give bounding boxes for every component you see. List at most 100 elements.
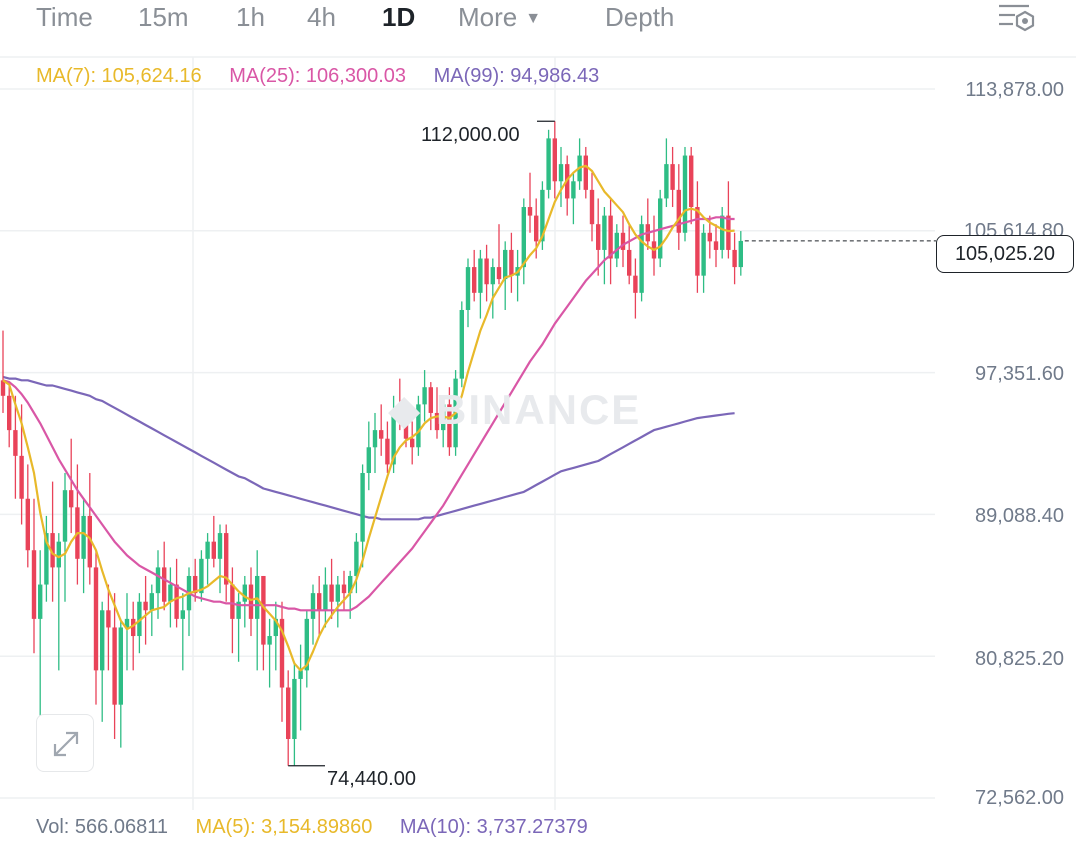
tab-1h[interactable]: 1h — [236, 2, 265, 32]
candle — [199, 558, 204, 594]
tab-4h[interactable]: 4h — [307, 2, 336, 32]
candle — [713, 241, 719, 250]
candle — [44, 533, 49, 585]
candle — [490, 267, 495, 285]
candle — [0, 380, 6, 396]
candle — [608, 215, 613, 259]
candle — [13, 430, 18, 456]
price-axis-label: 80,825.20 — [975, 648, 1064, 670]
price-axis-label: 89,088.40 — [975, 505, 1064, 527]
candle — [732, 249, 737, 268]
candle — [323, 584, 328, 611]
candle — [162, 567, 167, 602]
candle — [304, 618, 309, 671]
candle — [292, 678, 297, 740]
low-price-label: 74,440.00 — [327, 768, 416, 790]
candle — [509, 249, 514, 276]
candle — [410, 438, 415, 448]
candle — [366, 447, 371, 474]
candle — [558, 164, 564, 182]
candle — [633, 275, 638, 293]
price-axis-label: 97,351.60 — [975, 363, 1064, 385]
price-grid — [0, 57, 935, 810]
candle — [193, 575, 198, 594]
legend-ma7: MA(7): 105,624.16 — [36, 65, 202, 87]
candle — [56, 541, 61, 568]
fullscreen-button[interactable] — [36, 714, 94, 772]
candle — [236, 601, 241, 619]
candle — [273, 618, 278, 637]
candle — [242, 584, 247, 602]
candle — [31, 550, 37, 619]
candle — [503, 249, 508, 280]
legend-vol-ma5: MA(5): 3,154.89860 — [195, 816, 373, 838]
expand-icon — [53, 731, 79, 757]
tab-depth[interactable]: Depth — [605, 2, 675, 32]
candle — [335, 584, 340, 602]
watermark-text: BINANCE — [435, 386, 642, 433]
candle — [397, 412, 402, 422]
candle — [385, 438, 390, 465]
candle — [552, 138, 557, 182]
tab-more[interactable]: More ▼ — [458, 2, 541, 33]
candle — [341, 584, 347, 594]
price-axis-label: 113,878.00 — [965, 79, 1064, 101]
candle — [596, 224, 601, 250]
candle — [589, 189, 595, 225]
candle — [571, 181, 576, 199]
candle — [639, 224, 644, 293]
candle — [217, 533, 223, 559]
candle — [19, 455, 24, 499]
candle — [317, 593, 322, 611]
candle — [701, 232, 706, 276]
candle — [112, 627, 117, 705]
candle — [695, 207, 700, 276]
ma7-line — [2, 164, 735, 672]
candle — [118, 627, 123, 705]
candle — [149, 593, 154, 611]
candle — [720, 215, 725, 250]
candle — [354, 541, 359, 576]
candle — [521, 207, 526, 268]
candle — [416, 404, 421, 448]
candle — [602, 215, 607, 250]
candle — [546, 138, 551, 190]
candle — [707, 232, 712, 242]
candle — [69, 490, 74, 508]
candle — [100, 610, 105, 671]
ma25-line — [2, 216, 735, 612]
legend-vol-ma10: MA(10): 3,737.27379 — [399, 816, 588, 838]
candle — [174, 584, 179, 619]
candle — [360, 473, 365, 542]
candle — [261, 575, 266, 645]
tab-time[interactable]: Time — [36, 2, 93, 32]
caret-down-icon: ▼ — [525, 10, 542, 27]
candle — [689, 155, 694, 208]
candle — [310, 593, 316, 619]
candle — [540, 189, 545, 242]
candle — [676, 189, 681, 233]
candle — [583, 155, 588, 190]
candle — [106, 610, 111, 628]
tab-15m[interactable]: 15m — [138, 2, 189, 32]
candle — [224, 533, 229, 585]
tab-1d[interactable]: 1D — [382, 2, 416, 32]
price-axis-label: 72,562.00 — [975, 787, 1064, 809]
candle — [248, 584, 254, 619]
high-price-label: 112,000.00 — [421, 124, 520, 146]
candle — [286, 687, 291, 740]
candle — [137, 601, 142, 637]
candle — [348, 575, 353, 594]
candle — [81, 515, 86, 559]
watermark-binance: ◆ BINANCE — [388, 385, 641, 434]
candle — [682, 155, 688, 233]
candle — [726, 215, 731, 250]
legend-ma25: MA(25): 106,300.03 — [229, 65, 406, 87]
tab-more-label: More — [458, 2, 518, 32]
candle — [230, 584, 235, 619]
ma7-series — [2, 164, 735, 672]
price-markers — [288, 120, 936, 767]
chart-settings-icon[interactable] — [995, 2, 1039, 36]
candle — [428, 387, 433, 413]
